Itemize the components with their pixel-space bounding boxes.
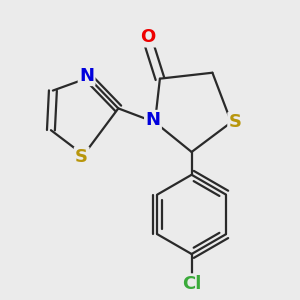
Text: S: S (75, 148, 88, 166)
Text: N: N (146, 111, 160, 129)
Text: Cl: Cl (182, 275, 201, 293)
Text: S: S (229, 113, 242, 131)
Text: O: O (140, 28, 156, 46)
Text: N: N (79, 67, 94, 85)
